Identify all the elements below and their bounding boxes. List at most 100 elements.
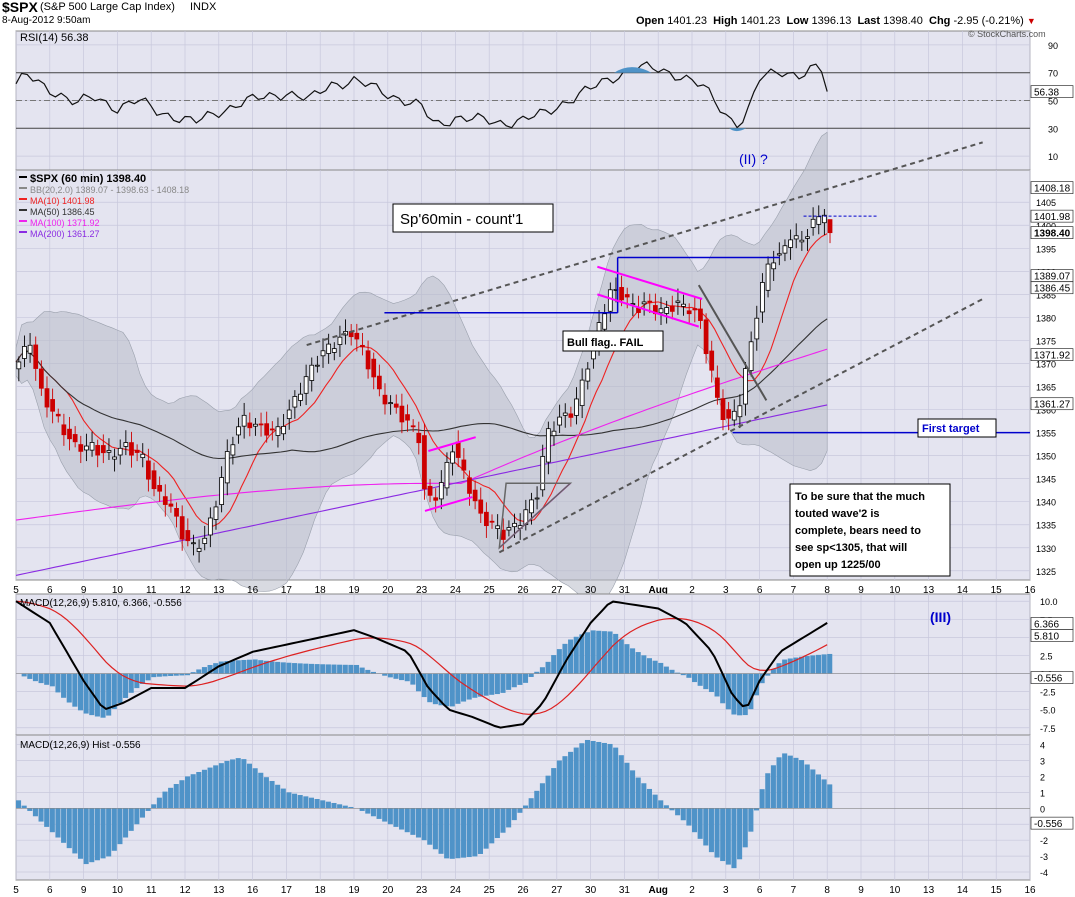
bottom-x-tick: 20 <box>382 885 394 896</box>
macd-hist-bar <box>432 673 438 705</box>
bottom-x-tick: 31 <box>619 885 631 896</box>
macd-hist-bar <box>596 630 602 674</box>
bull-flag-box <box>562 330 664 352</box>
macd-hist-bar <box>714 673 720 697</box>
macd-hist-bar <box>438 673 444 706</box>
hist-bar <box>568 751 574 809</box>
macd-hist-bar <box>523 673 529 683</box>
candle-body <box>540 456 546 491</box>
bull-flag-upper <box>597 265 703 300</box>
macd-hist-bar <box>151 673 157 678</box>
low-label: Low <box>786 15 809 27</box>
hist-bar <box>675 808 681 816</box>
candle-body <box>371 358 377 378</box>
candle-body <box>236 426 241 436</box>
macd-hist-bar <box>708 673 714 693</box>
hist-bar <box>100 808 106 859</box>
hist-bar <box>106 808 112 857</box>
candle-body <box>641 301 647 305</box>
hist-bar <box>218 763 224 809</box>
macd-hist-bar <box>179 673 185 676</box>
candle-body <box>309 364 315 381</box>
macd-hist-bar <box>359 667 365 674</box>
x-tick: 7 <box>791 585 797 596</box>
macd-hist-bar <box>703 673 709 690</box>
x-tick: 20 <box>382 585 394 596</box>
candle-body <box>771 262 777 270</box>
price-right-box <box>1030 181 1074 194</box>
macd-hist-bar <box>145 673 151 681</box>
price-legend-item: BB(20,2.0) 1389.07 - 1398.63 - 1408.18 <box>30 185 189 195</box>
x-tick: 19 <box>348 585 360 596</box>
x-tick: 18 <box>315 585 327 596</box>
candle-body <box>579 379 585 407</box>
macd-hist-bar <box>241 659 247 674</box>
bottom-x-tick: 17 <box>281 885 293 896</box>
x-tick: 6 <box>757 585 763 596</box>
hist-bar <box>207 767 213 809</box>
hist-bar <box>55 808 61 838</box>
macd-hist-bar <box>365 669 371 674</box>
candles <box>16 205 833 563</box>
candle-body <box>472 489 478 502</box>
macd-hist-bar <box>534 671 540 674</box>
hist-bar <box>387 808 393 825</box>
hist-bar <box>759 789 765 809</box>
candle-body <box>281 426 286 435</box>
hist-bar <box>815 774 822 809</box>
hist-bar <box>297 795 303 809</box>
price-y-tick: 1380 <box>1036 313 1056 323</box>
candle-body <box>241 414 247 427</box>
candle-body <box>444 461 450 489</box>
price-y-tick: 1375 <box>1036 336 1056 346</box>
x-tick: 13 <box>923 585 935 596</box>
price-right-label: 1371.92 <box>1034 351 1071 362</box>
macd-hist-bar <box>258 660 264 674</box>
candle-body <box>782 245 788 254</box>
rsi-y-tick: 70 <box>1048 69 1058 79</box>
candle-body <box>692 308 698 311</box>
candle-body <box>675 300 681 303</box>
macd-hist-bar <box>128 673 134 693</box>
hist-bar <box>286 792 292 809</box>
hist-bar <box>646 788 653 809</box>
price-y-tick: 1355 <box>1036 429 1056 439</box>
last-label: Last <box>857 15 881 27</box>
candle-body <box>129 442 134 456</box>
candle-body <box>337 336 343 345</box>
macd-hist-bar <box>776 663 782 674</box>
hist-bar <box>748 808 754 832</box>
hist-bar <box>455 808 461 859</box>
x-tick: 16 <box>1024 585 1036 596</box>
hist-bar <box>292 793 298 809</box>
candle-body <box>16 361 22 370</box>
candle-body <box>822 214 827 224</box>
price-x-axis: 5 6 9 10 11 12 13 16 17 18 19 20 23 24 25 26 27 30 31 Aug 2 3… <box>13 585 1036 596</box>
price-y-tick: 1400 <box>1036 221 1056 231</box>
bottom-x-tick: 3 <box>723 885 729 896</box>
macd-hist-bar <box>663 666 669 674</box>
rsi-y-tick: 30 <box>1048 124 1058 134</box>
wave3-label: (III) <box>930 609 951 625</box>
macd-hist-bar <box>393 673 399 679</box>
first-target-label: First target <box>922 423 980 435</box>
bottom-x-tick: 11 <box>146 885 157 896</box>
macd-right-box <box>1030 629 1074 642</box>
hist-bar <box>658 800 664 809</box>
rsi-y-tick: 50 <box>1048 97 1058 107</box>
hist-bar <box>83 808 89 865</box>
candle-body <box>664 307 670 314</box>
candle-body <box>22 346 27 359</box>
hist-bar <box>737 808 743 860</box>
macd-hist-bar <box>692 673 698 683</box>
hist-bar <box>624 762 630 809</box>
candle-body <box>427 485 433 496</box>
small-flag-upper <box>428 436 476 452</box>
macd-hist-bar <box>72 673 78 707</box>
ohlc-bar: Open 1401.23 High 1401.23 Low 1396.13 La… <box>636 15 1036 27</box>
rsi-y-tick: 90 <box>1048 41 1058 51</box>
hist-bar <box>821 779 827 809</box>
hist-bar <box>185 776 191 809</box>
candle-body <box>816 216 822 225</box>
hist-bar <box>489 808 495 844</box>
